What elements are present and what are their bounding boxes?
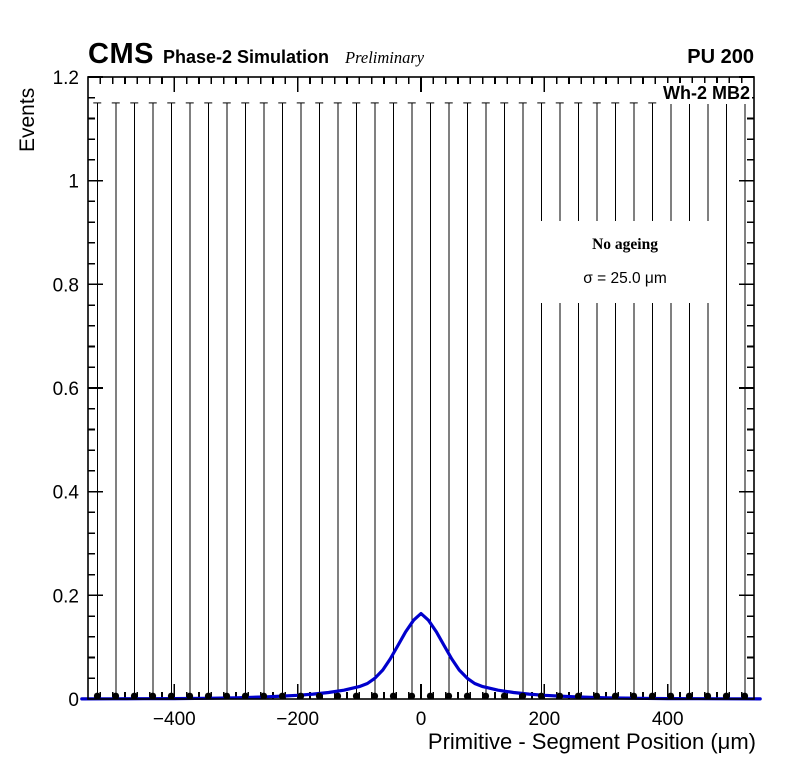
data-marker [130, 692, 138, 700]
data-marker [260, 692, 268, 700]
data-marker [204, 692, 212, 700]
data-marker [648, 692, 656, 700]
data-marker [389, 692, 397, 700]
data-marker [519, 692, 527, 700]
data-marker [241, 692, 249, 700]
x-tick-label: 400 [652, 709, 684, 730]
data-marker [593, 692, 601, 700]
data-marker [408, 692, 416, 700]
data-marker [278, 692, 286, 700]
annotation-ageing: No ageing [592, 236, 658, 254]
data-marker [482, 692, 490, 700]
data-marker [93, 692, 101, 700]
y-tick-label: 0.8 [53, 275, 79, 296]
data-marker [574, 692, 582, 700]
preliminary-label: Preliminary [345, 48, 425, 67]
data-marker [223, 692, 231, 700]
data-marker [445, 692, 453, 700]
data-marker [426, 692, 434, 700]
data-marker [741, 692, 749, 700]
y-tick-label: 1 [68, 172, 79, 193]
data-marker [611, 692, 619, 700]
plot-frame [87, 76, 755, 700]
data-marker [630, 692, 638, 700]
pileup-label: PU 200 [687, 46, 754, 68]
data-marker [704, 692, 712, 700]
y-tick-label: 0.4 [53, 483, 80, 504]
data-marker [685, 692, 693, 700]
data-marker [500, 692, 508, 700]
annotation-box: No ageing σ = 25.0 μm [537, 221, 713, 303]
data-marker [352, 692, 360, 700]
data-marker [722, 692, 730, 700]
x-tick-label: −400 [153, 709, 196, 730]
chamber-label: Wh-2 MB2 [661, 83, 752, 104]
data-marker [371, 692, 379, 700]
y-tick-label: 0.6 [53, 379, 79, 400]
y-tick-label: 1.2 [53, 68, 79, 89]
x-tick-label: −200 [276, 709, 319, 730]
data-marker [297, 692, 305, 700]
y-tick-label: 0.2 [53, 586, 79, 607]
data-marker [112, 692, 120, 700]
annotation-sigma: σ = 25.0 μm [583, 269, 667, 287]
data-marker [667, 692, 675, 700]
data-marker [149, 692, 157, 700]
data-marker [537, 692, 545, 700]
data-marker [463, 692, 471, 700]
data-marker [556, 692, 564, 700]
simulation-label: Phase-2 Simulation [162, 47, 329, 67]
plot-header: CMS Phase-2 Simulation Preliminary PU 20… [88, 38, 754, 71]
data-marker [315, 692, 323, 700]
y-tick-label: 0 [68, 690, 79, 711]
data-marker [167, 692, 175, 700]
data-marker [186, 692, 194, 700]
data-marker [334, 692, 342, 700]
x-axis-title: Primitive - Segment Position (μm) [427, 729, 756, 754]
experiment-label: CMS [88, 38, 154, 70]
x-tick-label: 0 [416, 709, 427, 730]
x-tick-label: 200 [528, 709, 560, 730]
